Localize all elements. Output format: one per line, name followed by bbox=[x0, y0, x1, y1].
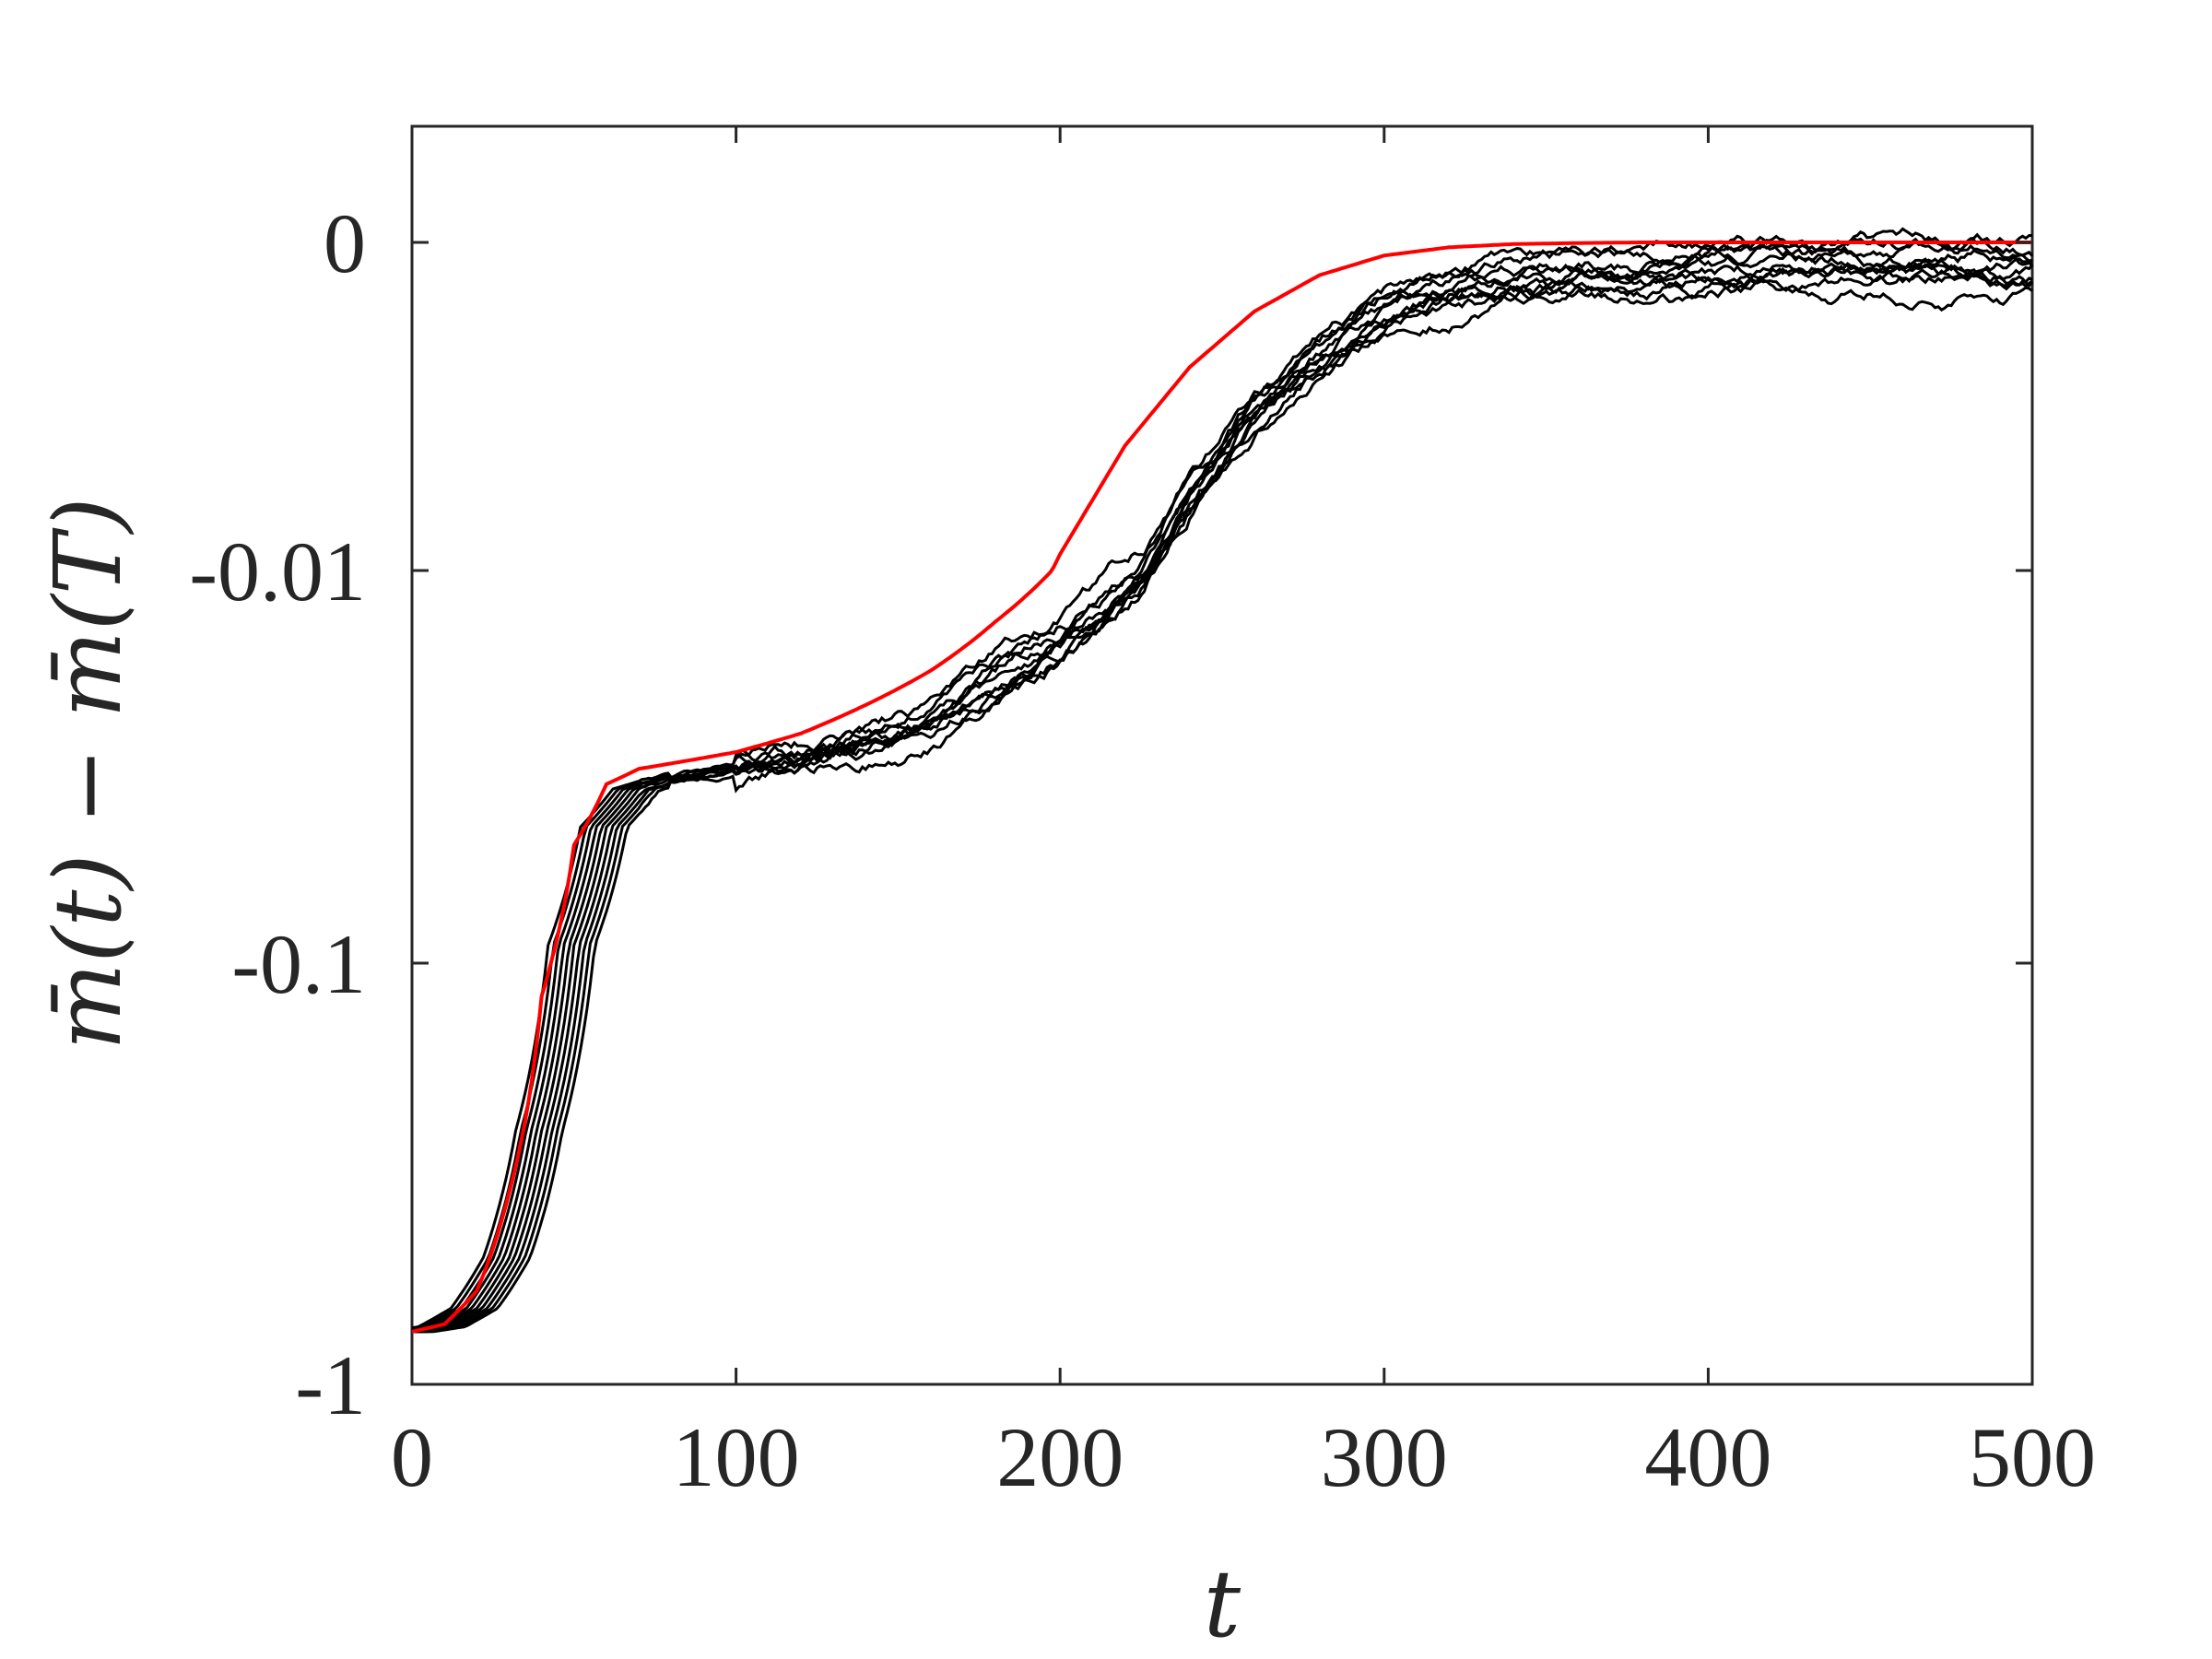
x-tick-label: 0 bbox=[391, 1410, 433, 1504]
y-tick-label: 0 bbox=[324, 196, 366, 290]
x-tick-label: 500 bbox=[1969, 1410, 2096, 1504]
y-axis-label: m̄(t) − m̄(T) bbox=[34, 498, 142, 1051]
y-tick-label: -1 bbox=[295, 1338, 366, 1432]
sample-path-line bbox=[411, 257, 2033, 1334]
mean-curve-line bbox=[411, 241, 2032, 1334]
sample-path-line bbox=[412, 227, 2034, 1334]
y-tick-label: -0.01 bbox=[189, 524, 366, 618]
x-tick-label: 100 bbox=[673, 1410, 800, 1504]
x-tick-label: 200 bbox=[996, 1410, 1124, 1504]
plot-area bbox=[410, 124, 2034, 1386]
series-layer bbox=[411, 227, 2034, 1334]
y-tick-label: -0.1 bbox=[231, 917, 366, 1011]
x-tick-label: 400 bbox=[1644, 1410, 1771, 1504]
x-tick-label: 300 bbox=[1321, 1410, 1448, 1504]
ticks-layer bbox=[410, 126, 2034, 1386]
x-axis-label: t bbox=[1204, 1550, 1241, 1658]
axes-box bbox=[410, 124, 2034, 1386]
sample-path-line bbox=[412, 264, 2033, 1334]
